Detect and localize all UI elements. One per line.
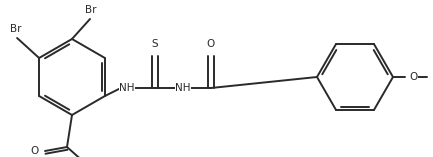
Text: NH: NH bbox=[119, 83, 135, 93]
Text: Br: Br bbox=[85, 5, 97, 15]
Text: O: O bbox=[409, 72, 417, 82]
Text: NH: NH bbox=[175, 83, 191, 93]
Text: S: S bbox=[152, 39, 158, 49]
Text: O: O bbox=[207, 39, 215, 49]
Text: O: O bbox=[31, 146, 39, 156]
Text: Br: Br bbox=[10, 24, 22, 34]
